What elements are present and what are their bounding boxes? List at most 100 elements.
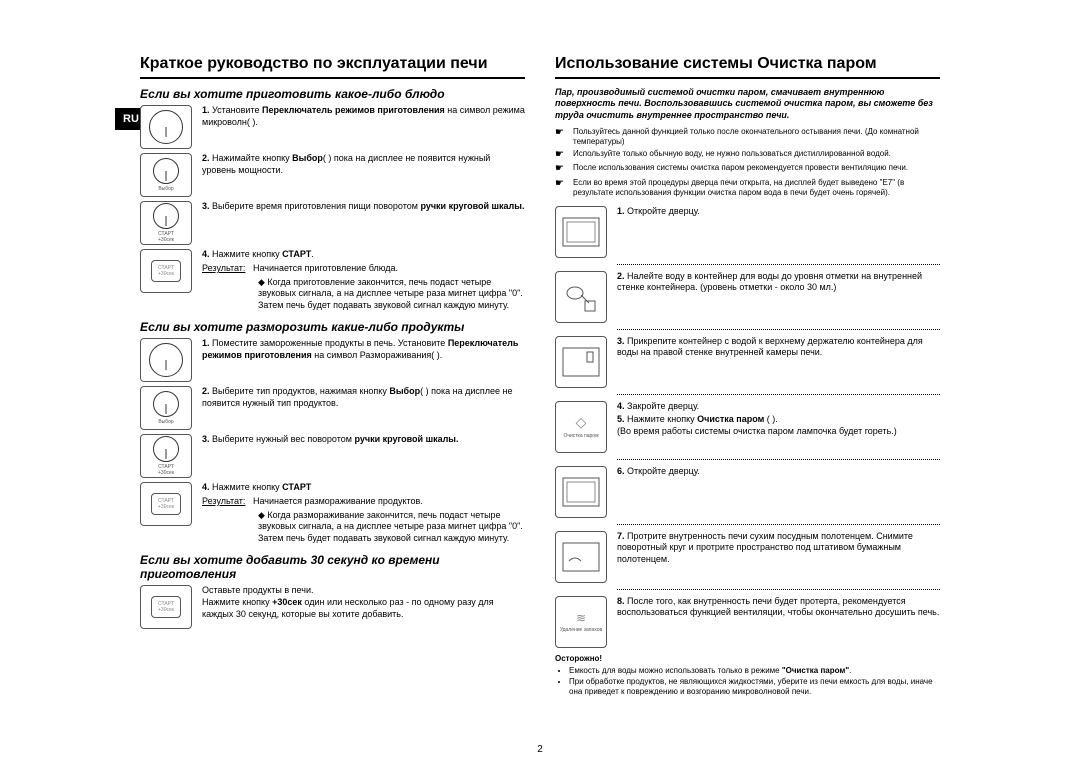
result-label: Результат: — [202, 263, 245, 273]
dotted-separator — [617, 589, 940, 590]
mode-dial-icon — [140, 105, 192, 149]
dotted-separator — [617, 264, 940, 265]
left-title: Краткое руководство по эксплуатации печи — [140, 55, 525, 79]
step-number: 2. — [202, 153, 210, 163]
step-text: Нажмите кнопку СТАРТ. — [212, 249, 314, 259]
caution-label: Осторожно! — [555, 654, 602, 663]
step-number: 4. — [202, 482, 210, 492]
start-knob-icon: СТАРТ+30сек — [140, 201, 192, 245]
step-row: 6. Откройте дверцу. — [555, 466, 940, 518]
select-knob-icon: Выбор — [140, 153, 192, 197]
left-column: Краткое руководство по эксплуатации печи… — [140, 55, 525, 697]
section1-steps: 1. Установите Переключатель режимов приг… — [140, 105, 525, 313]
step-row: 1. Откройте дверцу. — [555, 206, 940, 258]
right-intro: Пар, производимый системой очистки паром… — [555, 87, 940, 121]
page-content: Краткое руководство по эксплуатации печи… — [140, 55, 940, 697]
step-text: Протрите внутренность печи сухим посудны… — [617, 531, 913, 564]
note-text: Используйте только обычную воду, не нужн… — [573, 149, 940, 162]
step-number: 1. — [202, 338, 210, 348]
caution-block: Осторожно! Емкость для воды можно исполь… — [555, 654, 940, 698]
step-row: СТАРТ+30сек 3. Выберите нужный вес повор… — [140, 434, 525, 478]
step-text: Откройте дверцу. — [627, 466, 700, 476]
step-row: СТАРТ+30сек 4. Нажмите кнопку СТАРТ Резу… — [140, 482, 525, 546]
start-button-icon: СТАРТ+30сек — [140, 249, 192, 293]
step-text: Выберите тип продуктов, нажимая кнопку В… — [202, 386, 513, 408]
water-pour-icon — [555, 271, 607, 323]
step-text: Налейте воду в контейнер для воды до уро… — [617, 271, 922, 293]
result-extra: ◆ Когда размораживание закончится, печь … — [202, 510, 525, 545]
mode-dial-icon — [140, 338, 192, 382]
pointer-icon: ☛ — [555, 163, 573, 176]
step-number: 3. — [617, 336, 625, 346]
oven-wipe-icon — [555, 531, 607, 583]
section3-body: Оставьте продукты в печи.Нажмите кнопку … — [202, 585, 525, 620]
right-title: Использование системы Очистка паром — [555, 55, 940, 79]
step-row: Выбор 2. Нажимайте кнопку Выбор( ) пока … — [140, 153, 525, 197]
deodorize-button-icon: ≋Удаление запахов — [555, 596, 607, 648]
caution-item: При обработке продуктов, не являющихся ж… — [569, 677, 940, 698]
step-row: 7. Протрите внутренность печи сухим посу… — [555, 531, 940, 583]
pointer-icon: ☛ — [555, 127, 573, 147]
section1-heading: Если вы хотите приготовить какое-либо бл… — [140, 87, 525, 101]
dotted-separator — [617, 394, 940, 395]
oven-open-icon — [555, 466, 607, 518]
page-number: 2 — [537, 744, 543, 755]
step-number: 1. — [617, 206, 625, 216]
step-number: 7. — [617, 531, 625, 541]
start-button-icon: СТАРТ+30сек — [140, 482, 192, 526]
step-number: 1. — [202, 105, 210, 115]
step-row: 2. Налейте воду в контейнер для воды до … — [555, 271, 940, 323]
caution-item: Емкость для воды можно использовать толь… — [569, 666, 940, 676]
step-number: 3. — [202, 201, 210, 211]
step-number: 5. — [617, 414, 625, 424]
section2-steps: 1. Поместите замороженные продукты в печ… — [140, 338, 525, 546]
oven-container-icon — [555, 336, 607, 388]
step-number: 4. — [617, 401, 625, 411]
step-row: 1. Установите Переключатель режимов приг… — [140, 105, 525, 149]
result-extra: ◆ Когда приготовление закончится, печь п… — [202, 277, 525, 312]
step-text: Нажмите кнопку Очистка паром ( ).(Во вре… — [617, 414, 897, 436]
right-steps: 1. Откройте дверцу. 2. Налейте воду в ко… — [555, 206, 940, 648]
right-column: Использование системы Очистка паром Пар,… — [555, 55, 940, 697]
step-text: Нажмите кнопку СТАРТ — [212, 482, 311, 492]
step-text: Выберите время приготовления пищи поворо… — [212, 201, 524, 211]
oven-open-icon — [555, 206, 607, 258]
steam-clean-button-icon: ◇Очистка паром — [555, 401, 607, 453]
step-row: 3. Прикрепите контейнер с водой к верхне… — [555, 336, 940, 388]
step-number: 2. — [202, 386, 210, 396]
right-notes: ☛Пользуйтесь данной функцией только посл… — [555, 127, 940, 198]
result-text: Начинается приготовление блюда. — [253, 263, 398, 273]
section3-heading: Если вы хотите добавить 30 секунд ко вре… — [140, 553, 525, 582]
section2-heading: Если вы хотите разморозить какие-либо пр… — [140, 320, 525, 334]
note-text: Если во время этой процедуры дверца печи… — [573, 178, 940, 198]
step-number: 3. — [202, 434, 210, 444]
step-text: Выберите нужный вес поворотом ручки круг… — [212, 434, 458, 444]
dotted-separator — [617, 329, 940, 330]
step-text: Закройте дверцу. — [627, 401, 699, 411]
step-number: 8. — [617, 596, 625, 606]
step-row: ◇Очистка паром 4. Закройте дверцу. 5. На… — [555, 401, 940, 453]
step-number: 2. — [617, 271, 625, 281]
note-text: После использования системы очистка паро… — [573, 163, 940, 176]
step-text: Поместите замороженные продукты в печь. … — [202, 338, 518, 360]
result-text: Начинается размораживание продуктов. — [253, 496, 423, 506]
step-number: 4. — [202, 249, 210, 259]
start-knob-icon: СТАРТ+30сек — [140, 434, 192, 478]
dotted-separator — [617, 459, 940, 460]
step-text: После того, как внутренность печи будет … — [617, 596, 939, 618]
step-row: Выбор 2. Выберите тип продуктов, нажимая… — [140, 386, 525, 430]
pointer-icon: ☛ — [555, 149, 573, 162]
step-text: Откройте дверцу. — [627, 206, 700, 216]
step-text: Установите Переключатель режимов пригото… — [202, 105, 525, 127]
select-knob-icon: Выбор — [140, 386, 192, 430]
step-text: Нажимайте кнопку Выбор( ) пока на диспле… — [202, 153, 490, 175]
step-row: СТАРТ+30сек 3. Выберите время приготовле… — [140, 201, 525, 245]
step-text: Прикрепите контейнер с водой к верхнему … — [617, 336, 923, 358]
start-button-icon: СТАРТ+30сек — [140, 585, 192, 629]
step-number: 6. — [617, 466, 625, 476]
step-row: СТАРТ+30сек Оставьте продукты в печи.Наж… — [140, 585, 525, 629]
step-row: 1. Поместите замороженные продукты в печ… — [140, 338, 525, 382]
result-label: Результат: — [202, 496, 245, 506]
dotted-separator — [617, 524, 940, 525]
step-row: СТАРТ+30сек 4. Нажмите кнопку СТАРТ. Рез… — [140, 249, 525, 313]
